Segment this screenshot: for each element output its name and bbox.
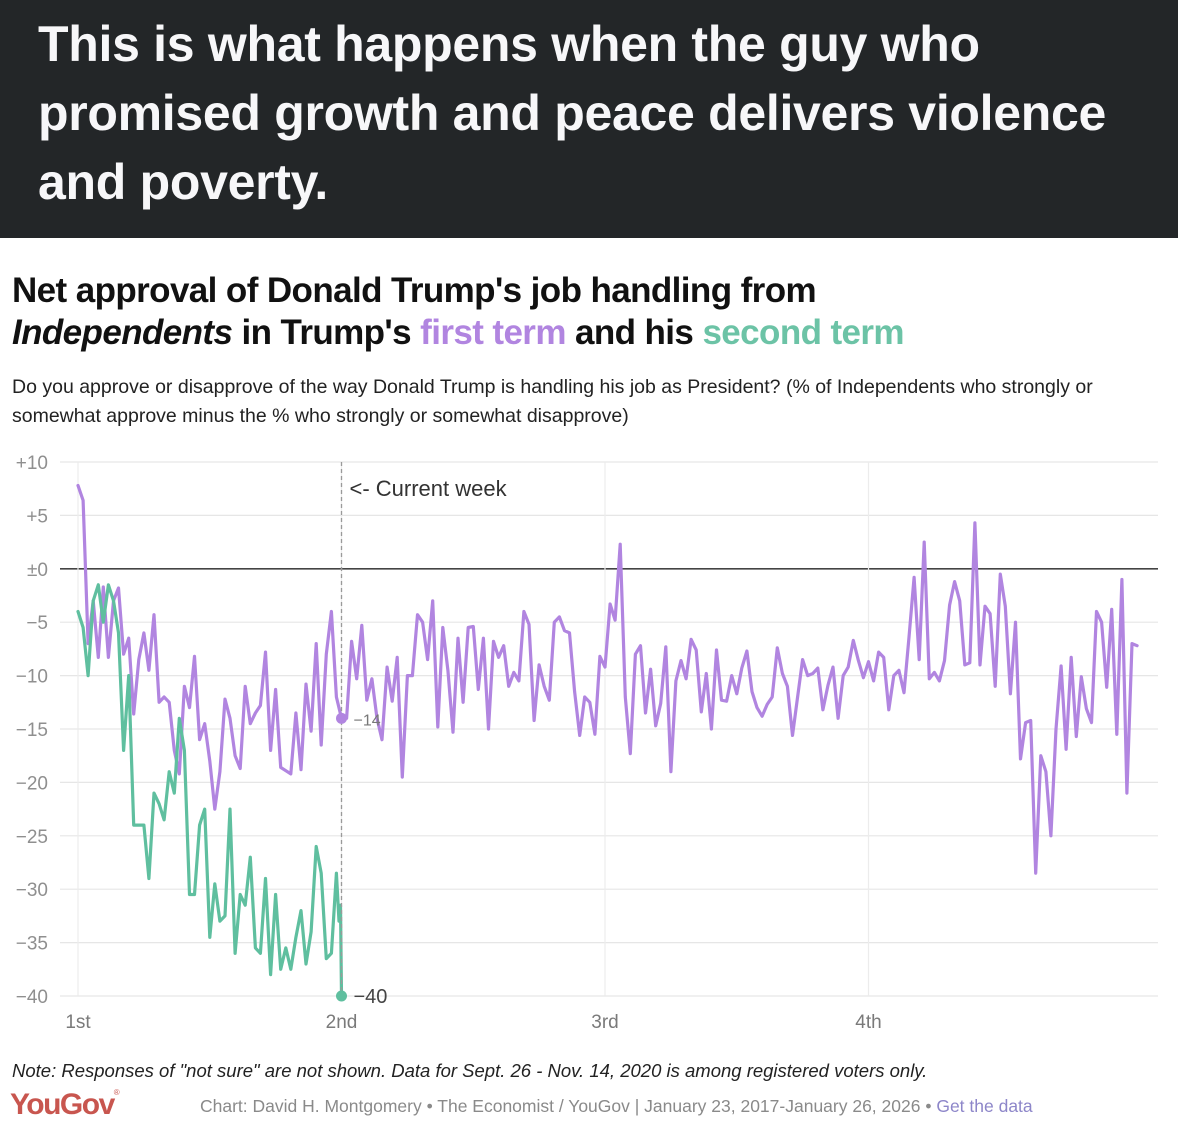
first-term-current-marker xyxy=(336,712,347,724)
y-tick-label: −25 xyxy=(16,827,48,848)
footnote: Note: Responses of "not sure" are not sh… xyxy=(12,1060,928,1081)
second-term-current-label: −40 xyxy=(354,986,388,1008)
series-lines xyxy=(76,483,1139,998)
first-term-current-label: −14 xyxy=(354,712,381,729)
logo-mark: ® xyxy=(113,1088,120,1097)
line-chart: +10 +5 ±0 −5 −10 −15 −20 −25 −30 −35 −40 1st 2nd 3rd… xyxy=(16,453,1158,1033)
x-axis-ticks: 1st 2nd 3rd 4th xyxy=(65,1012,881,1033)
x-tick-label: 3rd xyxy=(591,1012,618,1033)
credit-text: Chart: David H. Montgomery • The Economi… xyxy=(200,1096,937,1116)
chart-title: Net approval of Donald Trump's job handl… xyxy=(12,270,1172,354)
title-part-2: in Trump's xyxy=(232,313,421,352)
second-term-current-marker xyxy=(336,990,347,1002)
logo-text: YouGov xyxy=(10,1088,115,1121)
y-tick-label: −10 xyxy=(16,667,48,688)
y-tick-label: −30 xyxy=(16,880,48,901)
title-first-term: first term xyxy=(420,313,566,352)
caption-text: This is what happens when the guy who pr… xyxy=(38,16,1107,210)
y-tick-label: −15 xyxy=(16,720,48,741)
y-tick-label: ±0 xyxy=(27,560,48,581)
second-term-line xyxy=(76,583,344,998)
get-the-data-link[interactable]: Get the data xyxy=(936,1096,1033,1116)
x-tick-label: 4th xyxy=(855,1012,881,1033)
y-tick-label: −35 xyxy=(16,934,48,955)
title-second-term: second term xyxy=(702,313,904,352)
caption-banner: This is what happens when the guy who pr… xyxy=(0,0,1178,238)
current-week-label: <- Current week xyxy=(350,476,508,501)
y-tick-label: −5 xyxy=(26,613,48,634)
title-part-1: Net approval of Donald Trump's job handl… xyxy=(12,271,817,310)
first-term-line xyxy=(76,483,1139,875)
y-tick-label: −40 xyxy=(16,987,48,1008)
y-tick-label: +5 xyxy=(26,506,48,527)
x-tick-label: 2nd xyxy=(326,1012,358,1033)
chart-subtitle: Do you approve or disapprove of the way … xyxy=(12,376,1093,427)
yougov-logo: YouGov® xyxy=(10,1088,120,1122)
title-part-3: and his xyxy=(565,313,703,352)
chart-credit: Chart: David H. Montgomery • The Economi… xyxy=(200,1096,1033,1117)
annotations: <- Current week −14 −40 xyxy=(336,462,508,1008)
title-independents: Independents xyxy=(12,313,233,352)
y-axis-ticks: +10 +5 ±0 −5 −10 −15 −20 −25 −30 −35 −40 xyxy=(16,453,48,1008)
x-tick-label: 1st xyxy=(65,1012,91,1033)
y-tick-label: +10 xyxy=(16,453,48,474)
y-tick-label: −20 xyxy=(16,773,48,794)
